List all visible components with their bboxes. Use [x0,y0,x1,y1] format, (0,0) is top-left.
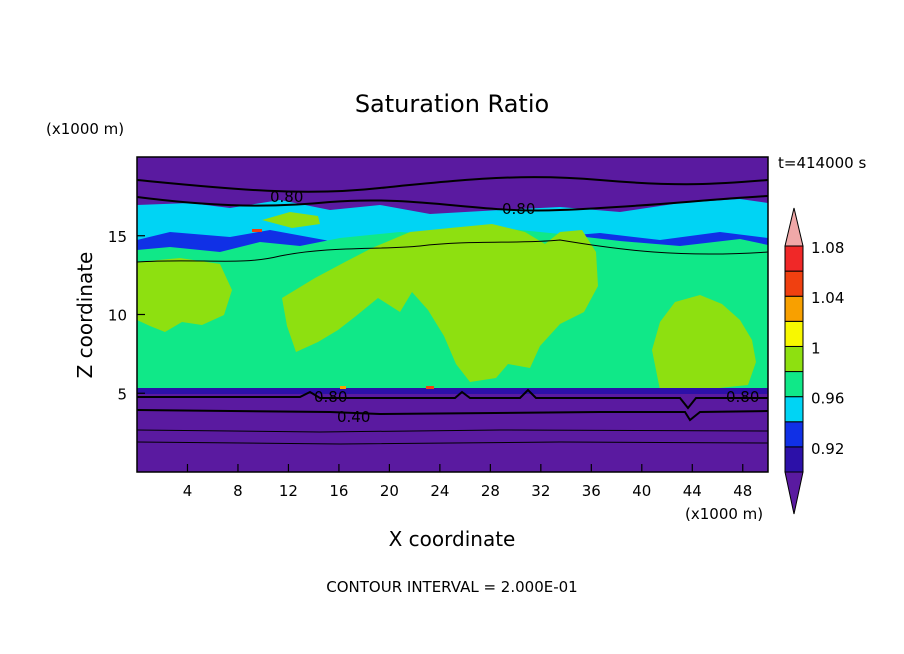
red-spot-2 [252,229,262,232]
orange-spot [340,386,346,389]
x-tick-label: 40 [632,482,651,500]
plot-area [137,157,768,472]
contour-label-3: 0.80 [314,388,347,406]
x-tick-label: 12 [279,482,298,500]
contour-line-upper-1 [137,176,768,193]
y-unit-label: (x1000 m) [46,120,124,138]
y-axis: 5 10 15 [108,228,145,403]
lime-region-right [652,295,756,390]
x-tick-label: 48 [733,482,752,500]
x-axis: 4 8 12 16 20 24 28 32 36 40 44 48 [183,464,752,500]
lime-region-center [282,224,598,382]
contour-line-lower-2 [137,409,768,422]
contour-line-lower-4 [137,441,768,445]
colorbar-swatch [784,446,804,473]
colorbar-label: 0.92 [811,440,844,458]
y-tick-label: 10 [108,307,127,325]
colorbar-swatch [784,345,804,373]
contour-label-2: 0.80 [502,200,535,218]
colorbar-label: 1 [811,339,821,357]
colorbar-label: 0.96 [811,390,844,408]
lime-region-left [137,258,232,332]
contour-labels: 0.80 0.80 0.80 0.40 0.80 [270,188,759,426]
x-tick-label: 20 [380,482,399,500]
colorbar-label: 1.04 [811,289,844,307]
x-tick-label: 16 [329,482,348,500]
colorbar-swatch [784,396,804,423]
time-label: t=414000 s [778,154,866,172]
red-spot-1 [426,386,434,389]
colorbar-swatch [784,295,804,322]
upper-lime-streak [262,212,320,228]
contour-line-upper-2 [137,195,768,212]
chart-title: Saturation Ratio [355,90,549,118]
y-tick-label: 15 [108,228,127,246]
colorbar-label: 1.08 [811,239,844,257]
colorbar-swatch [784,320,804,347]
colorbar-triangle-bottom [784,471,804,515]
contour-line-lower-1 [137,388,768,410]
x-tick-label: 8 [233,482,243,500]
colorbar-swatch [784,245,804,272]
contour-line-lower-3 [137,429,768,433]
lower-purple-layer [137,394,768,472]
footer-label: CONTOUR INTERVAL = 2.000E-01 [326,578,577,596]
colorbar-swatch [784,371,804,398]
contour-label-4: 0.40 [337,408,370,426]
y-axis-title: Z coordinate [73,252,97,379]
x-tick-label: 32 [531,482,550,500]
y-tick-label: 5 [117,385,127,403]
x-axis-title: X coordinate [389,527,516,551]
contour-line-mid [137,239,768,263]
x-tick-label: 28 [481,482,500,500]
colorbar-swatch [784,270,804,297]
x-tick-label: 24 [430,482,449,500]
x-tick-label: 44 [683,482,702,500]
contour-label-5: 0.80 [726,388,759,406]
colorbar-triangle-top [784,207,804,247]
x-tick-label: 36 [582,482,601,500]
x-unit-label: (x1000 m) [685,505,763,523]
colorbar-swatch [784,421,804,448]
colorbar: 0.92 0.96 1 1.04 1.08 [784,207,844,515]
contour-label-1: 0.80 [270,188,303,206]
x-tick-label: 4 [183,482,193,500]
